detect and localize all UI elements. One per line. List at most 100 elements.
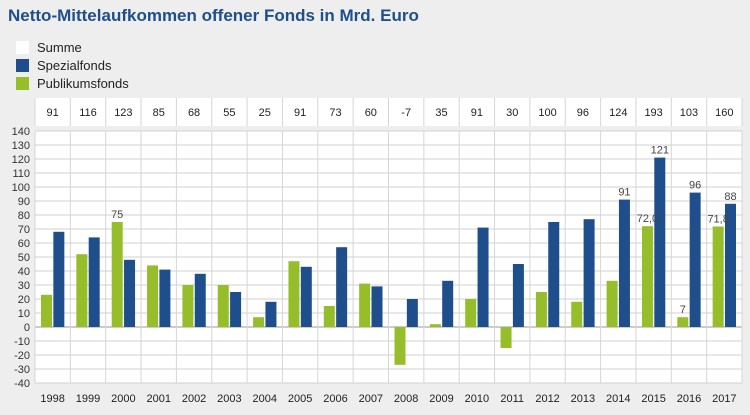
sum-value-label: 91 [47,107,59,119]
bar-spezialfonds [159,269,171,327]
x-tick-label: 1999 [76,393,100,405]
legend-item-summe: Summe [16,38,129,56]
data-label: 88 [724,191,736,203]
x-tick-label: 2011 [500,393,524,405]
bar-publikumsfonds [712,226,724,327]
bar-spezialfonds [406,299,418,327]
y-tick-label: 80 [18,210,30,222]
bar-spezialfonds [124,259,136,327]
bar-publikumsfonds [571,301,583,327]
bar-spezialfonds [583,219,595,327]
bar-spezialfonds [654,157,666,327]
sum-value-label: 96 [577,107,589,119]
y-tick-label: -20 [14,350,30,362]
bar-publikumsfonds [677,317,689,327]
y-tick-label: 70 [18,224,30,236]
sum-value-label: 103 [680,107,698,119]
bar-publikumsfonds [606,280,618,327]
x-tick-label: 2017 [712,393,736,405]
y-tick-label: 20 [18,294,30,306]
x-tick-label: 2008 [394,393,418,405]
sum-value-label: 30 [506,107,518,119]
sum-value-label: 123 [114,107,132,119]
legend-swatch-publikumsfonds [16,76,29,90]
sum-value-label: 116 [79,107,97,119]
x-tick-label: 2002 [182,393,206,405]
bar-publikumsfonds [76,254,88,327]
sum-value-label: 100 [538,107,556,119]
y-tick-label: 50 [18,252,30,264]
sum-value-label: 91 [294,107,306,119]
sum-value-label: 124 [609,107,627,119]
bar-spezialfonds [336,247,348,327]
x-tick-label: 2004 [253,393,277,405]
y-tick-label: 0 [24,322,30,334]
y-tick-label: -30 [14,364,30,376]
bar-publikumsfonds [41,294,52,327]
sum-value-label: 68 [188,107,200,119]
legend-label-publikumsfonds: Publikumsfonds [37,75,129,91]
x-tick-label: 2014 [606,393,630,405]
sum-value-label: 35 [435,107,447,119]
legend-item-spezialfonds: Spezialfonds [16,56,129,74]
sum-value-label: 60 [365,107,377,119]
sum-value-label: -7 [401,107,411,119]
bar-publikumsfonds [465,299,477,327]
bar-publikumsfonds [182,285,194,327]
y-tick-label: 90 [18,196,30,208]
y-tick-label: 120 [12,154,30,166]
legend: Summe Spezialfonds Publikumsfonds [16,38,129,92]
legend-item-publikumsfonds: Publikumsfonds [16,74,129,92]
legend-label-summe: Summe [37,39,82,55]
x-tick-label: 2003 [217,393,241,405]
bar-spezialfonds [194,273,206,327]
y-tick-label: 110 [12,168,30,180]
legend-label-spezialfonds: Spezialfonds [37,57,112,73]
bar-publikumsfonds [288,261,300,327]
bar-publikumsfonds [500,327,512,348]
sum-value-label: 85 [153,107,165,119]
x-tick-label: 2012 [535,393,559,405]
bar-spezialfonds [512,264,524,327]
chart-title: Netto-Mittelaufkommen offener Fonds in M… [8,6,419,25]
y-tick-label: 140 [12,126,30,138]
legend-swatch-summe [16,40,29,54]
bar-publikumsfonds [217,285,229,327]
data-label: 71,8 [707,213,728,225]
x-tick-label: 2000 [111,393,135,405]
sum-value-label: 55 [223,107,235,119]
bar-publikumsfonds [253,317,265,327]
x-tick-label: 2015 [641,393,665,405]
bar-publikumsfonds [535,292,547,327]
bar-publikumsfonds [359,283,371,327]
y-tick-label: 10 [18,308,30,320]
x-tick-label: 2009 [429,393,453,405]
x-tick-label: 2010 [465,393,489,405]
y-tick-label: 100 [12,182,30,194]
bar-publikumsfonds [641,226,653,327]
data-label: 75 [111,209,123,221]
y-tick-label: 130 [12,140,30,152]
y-tick-label: -40 [14,378,30,390]
bar-spezialfonds [689,192,701,327]
x-tick-label: 1998 [40,393,64,405]
bar-spezialfonds [725,203,736,327]
bar-spezialfonds [88,237,100,327]
data-label: 96 [689,180,701,192]
bar-publikumsfonds [111,222,123,327]
bar-spezialfonds [53,231,65,327]
y-tick-label: -10 [14,336,30,348]
y-tick-label: 60 [18,238,30,250]
sum-value-label: 193 [644,107,662,119]
bar-spezialfonds [548,222,560,327]
x-tick-label: 2016 [677,393,701,405]
sum-value-label: 91 [471,107,483,119]
sum-value-label: 73 [329,107,341,119]
bar-spezialfonds [442,280,454,327]
x-tick-label: 2005 [288,393,312,405]
x-tick-label: 2013 [571,393,595,405]
bar-spezialfonds [477,227,489,327]
x-tick-label: 2006 [323,393,347,405]
bar-publikumsfonds [147,265,159,327]
